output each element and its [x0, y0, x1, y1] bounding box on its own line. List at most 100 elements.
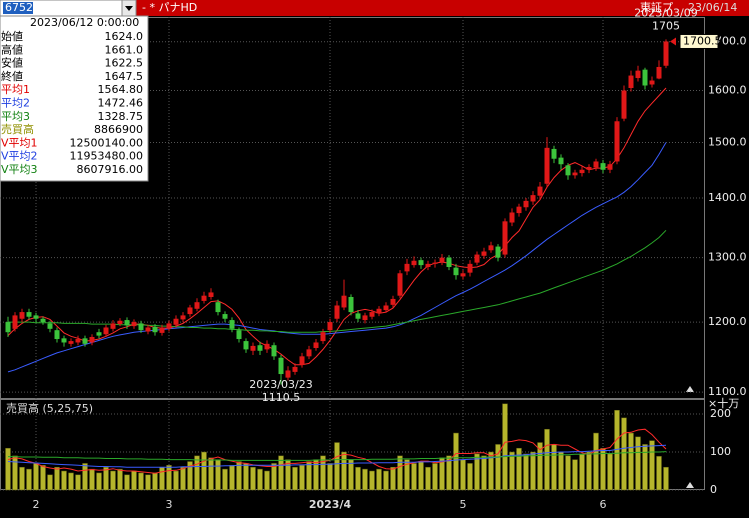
candle-body — [439, 257, 445, 262]
toolbar-date: 23/06/14 — [688, 1, 737, 14]
candle-body — [152, 326, 158, 333]
info-label: 高値 — [1, 42, 23, 56]
volume-bar — [642, 444, 648, 491]
volume-bar — [236, 461, 242, 491]
moving-average-line — [7, 87, 667, 366]
candle-body — [75, 339, 81, 343]
code-selection — [3, 2, 33, 14]
candle-body — [600, 163, 606, 170]
volume-bar — [194, 455, 200, 491]
info-label: 安値 — [1, 56, 23, 70]
volume-bar — [19, 466, 25, 491]
candle-body — [243, 341, 249, 350]
y-tick-label: 1300.0 — [708, 251, 747, 264]
candle-body — [194, 302, 200, 309]
candle-body — [621, 90, 627, 119]
candle-body — [201, 295, 207, 301]
candle-body — [117, 320, 123, 325]
volume-bar — [341, 451, 347, 491]
code: 6752 — [5, 1, 33, 14]
candle-body — [474, 254, 480, 263]
candle-body — [131, 322, 137, 327]
volume-bar — [656, 456, 662, 491]
annotation-value: 1705 — [652, 19, 680, 32]
candle-body — [642, 69, 648, 86]
volume-bar — [103, 466, 109, 491]
volume-bar — [551, 444, 557, 491]
volume-bar — [271, 463, 277, 491]
y-tick-label: 200 — [710, 407, 731, 420]
candle-body — [306, 349, 312, 357]
volume-bar — [530, 451, 536, 491]
info-label: 売買高 — [1, 122, 34, 136]
candle-body — [551, 148, 557, 159]
moving-average-line — [8, 451, 667, 461]
moving-average-line — [7, 444, 667, 468]
dropdown-arrow — [125, 6, 133, 11]
candle-body — [54, 330, 60, 340]
info-date: 2023/06/12 0:00:00 — [30, 16, 139, 29]
last-price-label: 1700.5 — [683, 34, 722, 47]
info-label: 平均2 — [1, 97, 30, 110]
volume-bar — [593, 432, 599, 491]
info-label: 終値 — [1, 69, 23, 83]
volume-bar — [628, 432, 634, 491]
info-value: 8607916.00 — [77, 163, 143, 176]
candle-body — [488, 245, 494, 251]
volume-bar — [152, 472, 158, 491]
volume-bar — [411, 463, 417, 491]
volume-bar — [26, 468, 32, 491]
market: 東証プ — [640, 1, 673, 14]
volume-bar — [110, 470, 116, 491]
info-label: V平均1 — [1, 136, 38, 149]
info-label: 平均3 — [1, 110, 30, 123]
annotation-date: 2023/03/23 — [249, 378, 312, 391]
stock-name: - * パナHD — [142, 1, 197, 14]
volume-bar — [327, 463, 333, 491]
candle-body — [348, 296, 354, 313]
volume-bar — [565, 455, 571, 491]
candle-body — [47, 323, 53, 329]
scroll-marker — [686, 386, 694, 392]
volume-bar — [12, 455, 18, 491]
volume-bar — [334, 442, 340, 491]
volume-bar — [243, 463, 249, 491]
candle-body — [614, 121, 620, 162]
volume-bar — [404, 459, 410, 491]
candle-body — [166, 323, 172, 329]
candle-body — [68, 341, 74, 344]
scroll-marker — [686, 482, 694, 488]
volume-bar — [516, 447, 522, 491]
x-tick-label: 2 — [33, 498, 40, 511]
volume-bar — [600, 447, 606, 491]
info-label: 始値 — [1, 29, 23, 43]
volume-bar — [509, 451, 515, 491]
candle-body — [180, 315, 186, 320]
moving-average-line — [8, 229, 667, 333]
candle-body — [341, 295, 347, 308]
volume-bar — [446, 455, 452, 491]
candle-body — [432, 262, 438, 264]
volume-bar — [47, 474, 53, 491]
candle-body — [145, 327, 151, 332]
volume-bar — [397, 455, 403, 491]
volume-bar — [250, 466, 256, 491]
y-axis-label: ×十万 — [708, 396, 739, 410]
candle-body — [516, 206, 522, 214]
volume-bar — [180, 466, 186, 491]
candle-body — [656, 66, 662, 79]
candle-body — [96, 332, 102, 336]
info-value: 1622.5 — [105, 57, 144, 70]
volume-bar — [173, 470, 179, 491]
volume-bar — [390, 466, 396, 491]
volume-bar — [635, 436, 641, 491]
candle-body — [663, 41, 669, 66]
candle-body — [362, 315, 368, 321]
candle-body — [173, 318, 179, 325]
volume-bar — [89, 468, 95, 491]
x-tick-label: 5 — [460, 498, 467, 511]
candle-body — [649, 80, 655, 85]
volume-bar — [145, 474, 151, 491]
candle-body — [40, 318, 46, 323]
y-tick-label: 0 — [710, 483, 717, 496]
